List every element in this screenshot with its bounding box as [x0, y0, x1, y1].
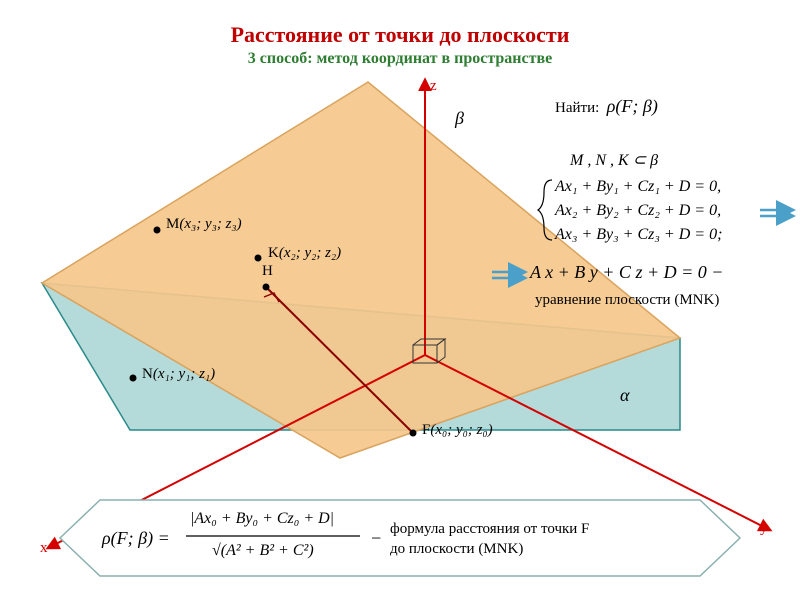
page-title: Расстояние от точки до плоскости	[0, 22, 800, 48]
system-eq-2: Ax₂ + By₂ + Cz₂ + D = 0,	[555, 202, 721, 220]
formula-dash: −	[370, 528, 382, 549]
system-eq-3: Ax₃ + By₃ + Cz₃ + D = 0;	[555, 226, 722, 244]
axis-x-label: x	[40, 540, 48, 557]
point-f-label: F(x₀; y₀; z₀)	[422, 422, 493, 439]
point-h-label: H	[262, 263, 273, 280]
find-label: Найти: ρ(F; β)	[555, 96, 658, 117]
axis-y-label: y	[760, 520, 768, 537]
page-subtitle: 3 способ: метод координат в пространстве	[0, 50, 800, 68]
formula-lhs: ρ(F; β) =	[102, 528, 170, 549]
formula-desc-1: формула расстояния от точки F	[390, 521, 589, 538]
axis-z-label: z	[430, 78, 437, 95]
subset-expr: M , N , K ⊂ β	[570, 150, 658, 170]
plane-beta-label: β	[455, 108, 464, 129]
arrow-right-icon	[760, 210, 792, 216]
point-m-label: M(x₃; y₃; z₃)	[166, 216, 242, 233]
point-k-label: K(x₂; y₂; z₂)	[268, 245, 341, 262]
point-n-label: N(x₁; y₁; z₁)	[142, 366, 215, 383]
plane-equation: A x + B y + C z + D = 0 −	[530, 262, 723, 283]
system-eq-1: Ax₁ + By₁ + Cz₁ + D = 0,	[555, 178, 721, 196]
plane-alpha-label: α	[620, 385, 629, 406]
formula-desc-2: до плоскости (MNK)	[390, 541, 523, 558]
plane-equation-desc: уравнение плоскости (MNK)	[535, 292, 719, 309]
formula-den: √(A² + B² + C²)	[212, 542, 314, 560]
formula-num: |Ax₀ + By₀ + Cz₀ + D|	[190, 510, 334, 528]
